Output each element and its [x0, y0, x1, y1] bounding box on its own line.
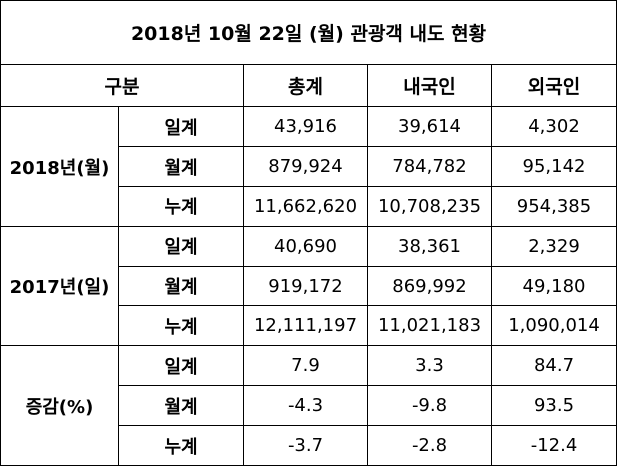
- table-row: 월계 879,924 784,782 95,142: [1, 146, 617, 187]
- group-label-change: 증감(%): [0, 345, 119, 466]
- table-row: 누계 12,111,197 11,021,183 1,090,014: [1, 305, 617, 347]
- value-foreign: 4,302: [490, 106, 617, 148]
- value-total: 43,916: [243, 106, 368, 148]
- table-row: 2018년(월) 일계 43,916 39,614 4,302: [0, 106, 617, 227]
- value-domestic: 10,708,235: [367, 185, 492, 227]
- value-domestic: 39,614: [367, 106, 492, 148]
- group-label-2018: 2018년(월): [0, 106, 119, 227]
- row-label: 일계: [118, 225, 244, 267]
- value-total: 12,111,197: [243, 305, 368, 347]
- value-foreign: 49,180: [490, 265, 617, 307]
- value-total: 879,924: [243, 146, 368, 187]
- value-total: 11,662,620: [243, 185, 368, 227]
- value-domestic: 11,021,183: [367, 305, 492, 347]
- value-foreign: 1,090,014: [490, 305, 617, 347]
- table-row: 누계 11,662,620 10,708,235 954,385: [1, 185, 617, 227]
- value-total: 40,690: [243, 225, 368, 267]
- header-row: 구분 총계 내국인 외국인: [0, 64, 617, 108]
- table-row: 2017년(일) 일계 40,690 38,361 2,329: [0, 225, 617, 347]
- row-label: 월계: [118, 265, 244, 307]
- table-row: 누계 -3.7 -2.8 -12.4: [1, 425, 617, 466]
- value-foreign: -12.4: [490, 425, 617, 466]
- value-domestic: 3.3: [367, 345, 492, 387]
- group-label-2017: 2017년(일): [0, 225, 119, 347]
- value-total: -4.3: [243, 385, 368, 427]
- row-label: 누계: [118, 425, 244, 466]
- value-foreign: 93.5: [490, 385, 617, 427]
- value-total: 7.9: [243, 345, 368, 387]
- row-label: 누계: [118, 305, 244, 347]
- value-foreign: 95,142: [490, 146, 617, 187]
- row-label: 일계: [118, 345, 244, 387]
- value-domestic: -2.8: [367, 425, 492, 466]
- row-label: 월계: [118, 385, 244, 427]
- row-label: 일계: [118, 106, 244, 148]
- value-total: -3.7: [243, 425, 368, 466]
- value-domestic: 38,361: [367, 225, 492, 267]
- value-domestic: -9.8: [367, 385, 492, 427]
- table-row: 증감(%) 일계 7.9 3.3 84.7: [0, 345, 617, 466]
- value-foreign: 2,329: [490, 225, 617, 267]
- table-row: 월계 919,172 869,992 49,180: [1, 265, 617, 307]
- header-foreign: 외국인: [490, 64, 617, 108]
- header-category: 구분: [0, 64, 244, 108]
- value-domestic: 869,992: [367, 265, 492, 307]
- header-total: 총계: [243, 64, 368, 108]
- value-total: 919,172: [243, 265, 368, 307]
- table-title: 2018년 10월 22일 (월) 관광객 내도 현황: [0, 0, 617, 66]
- value-domestic: 784,782: [367, 146, 492, 187]
- value-foreign: 84.7: [490, 345, 617, 387]
- title-row: 2018년 10월 22일 (월) 관광객 내도 현황: [0, 0, 617, 66]
- header-domestic: 내국인: [367, 64, 492, 108]
- row-label: 월계: [118, 146, 244, 187]
- table-row: 월계 -4.3 -9.8 93.5: [1, 385, 617, 427]
- value-foreign: 954,385: [490, 185, 617, 227]
- row-label: 누계: [118, 185, 244, 227]
